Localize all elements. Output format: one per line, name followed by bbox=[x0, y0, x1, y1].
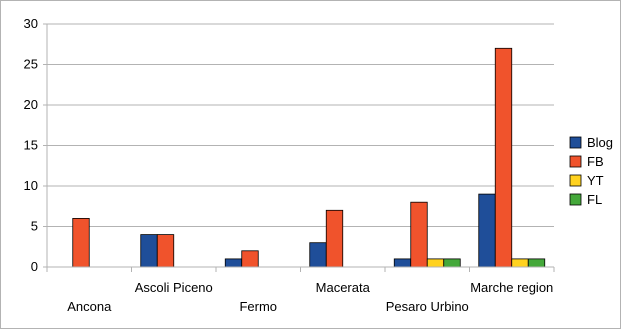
bar-blog-fermo bbox=[224, 258, 243, 268]
bar-fb-macerata bbox=[325, 209, 344, 268]
bar-fb-marche-region bbox=[494, 47, 513, 268]
y-tick-label-25: 25 bbox=[24, 57, 38, 72]
bar-fl-pesaro-urbino bbox=[443, 258, 461, 268]
y-tick-label-15: 15 bbox=[24, 138, 38, 153]
bar-fb-fermo bbox=[241, 250, 259, 268]
x-category-label-ascoli-piceno: Ascoli Piceno bbox=[135, 280, 213, 295]
bars bbox=[72, 47, 546, 268]
bar-fl-marche-region bbox=[527, 258, 546, 268]
axes bbox=[46, 24, 555, 272]
y-tick-label-5: 5 bbox=[31, 219, 38, 234]
y-tick-label-30: 30 bbox=[24, 16, 38, 31]
legend-label-blog: Blog bbox=[587, 135, 613, 150]
x-category-label-fermo: Fermo bbox=[239, 299, 277, 314]
legend-swatch-blog bbox=[569, 136, 582, 149]
y-axis-ticks: 0 5 10 15 20 25 30 bbox=[24, 16, 38, 274]
bar-yt-pesaro-urbino bbox=[426, 258, 445, 268]
legend: Blog FB YT FL bbox=[569, 135, 613, 207]
x-category-label-ancona: Ancona bbox=[67, 299, 112, 314]
bar-blog-marche-region bbox=[478, 193, 496, 268]
y-tick-label-10: 10 bbox=[24, 178, 38, 193]
legend-swatch-fl bbox=[569, 193, 582, 206]
legend-label-fb: FB bbox=[587, 154, 604, 169]
legend-label-yt: YT bbox=[587, 173, 604, 188]
legend-swatch-yt bbox=[569, 174, 582, 187]
legend-swatch-fb bbox=[569, 155, 582, 168]
bar-fb-ascoli-piceno bbox=[156, 234, 175, 268]
bar-fb-pesaro-urbino bbox=[410, 201, 428, 268]
y-tick-label-0: 0 bbox=[31, 259, 38, 274]
x-category-label-pesaro-urbino: Pesaro Urbino bbox=[386, 299, 469, 314]
bar-blog-macerata bbox=[309, 242, 327, 268]
legend-label-fl: FL bbox=[587, 192, 602, 207]
x-axis-labels: Ancona Ascoli Piceno Fermo Macerata Pesaro U… bbox=[67, 280, 553, 314]
x-category-label-macerata: Macerata bbox=[316, 280, 371, 295]
bar-fb-ancona bbox=[72, 217, 90, 268]
y-tick-label-20: 20 bbox=[24, 97, 38, 112]
bar-blog-ascoli-piceno bbox=[140, 234, 158, 268]
bar-blog-pesaro-urbino bbox=[393, 258, 412, 268]
x-category-label-marche-region: Marche region bbox=[470, 280, 553, 295]
bar-yt-marche-region bbox=[511, 258, 529, 268]
grid-lines bbox=[43, 23, 554, 268]
